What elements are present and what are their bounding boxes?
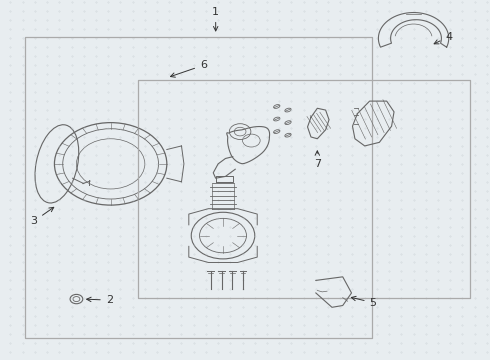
Text: 2: 2 xyxy=(87,295,113,305)
Text: 7: 7 xyxy=(314,151,321,169)
Text: 3: 3 xyxy=(30,207,54,226)
Text: 4: 4 xyxy=(434,32,452,44)
Text: 5: 5 xyxy=(351,296,377,308)
Text: 1: 1 xyxy=(212,7,219,31)
Text: 6: 6 xyxy=(171,60,207,77)
